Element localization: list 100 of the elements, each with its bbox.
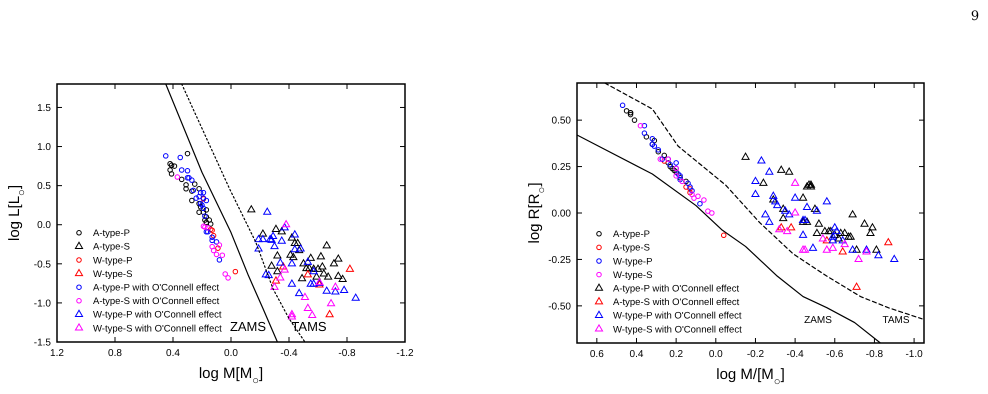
point <box>822 236 831 244</box>
point <box>324 272 332 280</box>
point <box>822 246 831 253</box>
point <box>812 206 821 214</box>
legend-label: W-type-P with O'Connell effect <box>93 310 222 321</box>
point <box>196 209 202 215</box>
point <box>818 234 827 242</box>
point <box>258 229 267 237</box>
annotation: ZAMS <box>230 319 266 334</box>
point <box>295 288 304 296</box>
point <box>352 294 360 301</box>
point <box>800 246 810 253</box>
legend-label: A-type-P <box>613 229 650 240</box>
point <box>759 178 768 186</box>
point <box>769 195 778 203</box>
legend-label: A-type-P with O'Connell effect <box>93 282 220 294</box>
point <box>254 244 263 252</box>
point <box>290 245 299 252</box>
point <box>802 182 812 190</box>
point <box>868 223 877 230</box>
point <box>214 239 220 245</box>
point <box>741 152 750 160</box>
point <box>890 254 898 262</box>
point <box>310 264 318 272</box>
point <box>302 264 310 272</box>
point <box>306 280 315 287</box>
point <box>304 258 312 265</box>
point <box>314 264 322 272</box>
x-tick-label: 0.8 <box>108 348 122 359</box>
point <box>209 244 215 250</box>
x-tick-label: 0.6 <box>590 349 604 360</box>
point <box>661 152 668 158</box>
point <box>192 181 198 187</box>
y-tick-label: 0.00 <box>552 208 572 220</box>
y-tick-label: -0.50 <box>548 301 572 312</box>
point <box>695 194 701 200</box>
point <box>757 156 766 164</box>
point <box>205 225 211 231</box>
point <box>202 217 208 223</box>
point <box>316 252 325 260</box>
point <box>280 265 289 273</box>
point <box>262 270 270 278</box>
point <box>263 208 272 215</box>
point <box>204 198 210 204</box>
point <box>765 218 774 225</box>
point <box>791 178 800 186</box>
point <box>310 267 318 274</box>
point <box>773 200 782 208</box>
point <box>204 207 210 213</box>
point <box>775 225 784 232</box>
point <box>225 275 231 281</box>
x-tick-label: 0.4 <box>630 349 644 360</box>
legend-label: W-type-P with O'Connell effect <box>613 310 742 322</box>
x-tick-label: -0.4 <box>280 348 298 359</box>
point <box>162 153 169 159</box>
point <box>300 292 310 300</box>
point <box>276 258 284 266</box>
point <box>644 134 650 140</box>
point <box>216 242 222 248</box>
point <box>183 186 189 192</box>
point <box>268 232 278 240</box>
point <box>200 206 206 212</box>
legend-label: A-type-S with O'Connell effect <box>613 297 740 308</box>
point <box>167 167 173 173</box>
point <box>270 242 279 250</box>
point <box>806 180 816 188</box>
point <box>184 168 190 174</box>
point <box>189 177 195 183</box>
point <box>848 246 857 253</box>
point <box>193 195 199 201</box>
point <box>276 273 284 280</box>
point <box>308 310 316 318</box>
point <box>305 264 314 272</box>
x-tick-label: -0.8 <box>338 348 356 359</box>
point <box>769 192 778 199</box>
y-tick-label: -1.0 <box>34 298 52 310</box>
point <box>189 198 195 204</box>
point <box>304 270 312 278</box>
y-tick-label: 1.0 <box>37 142 52 154</box>
point <box>838 247 847 255</box>
point <box>854 254 863 262</box>
x-tick-label: -0.8 <box>866 349 884 360</box>
point <box>828 232 837 240</box>
point <box>184 150 190 156</box>
point <box>832 226 841 234</box>
point <box>822 197 831 204</box>
point <box>848 210 857 218</box>
point <box>312 272 321 280</box>
point <box>200 209 206 215</box>
point <box>783 226 792 234</box>
point <box>272 276 280 284</box>
point <box>306 254 315 261</box>
point <box>785 168 794 175</box>
point <box>836 228 845 236</box>
point <box>798 194 808 201</box>
point <box>273 267 282 274</box>
point <box>884 238 892 246</box>
point <box>340 286 348 293</box>
point <box>334 272 342 279</box>
point <box>802 202 812 210</box>
